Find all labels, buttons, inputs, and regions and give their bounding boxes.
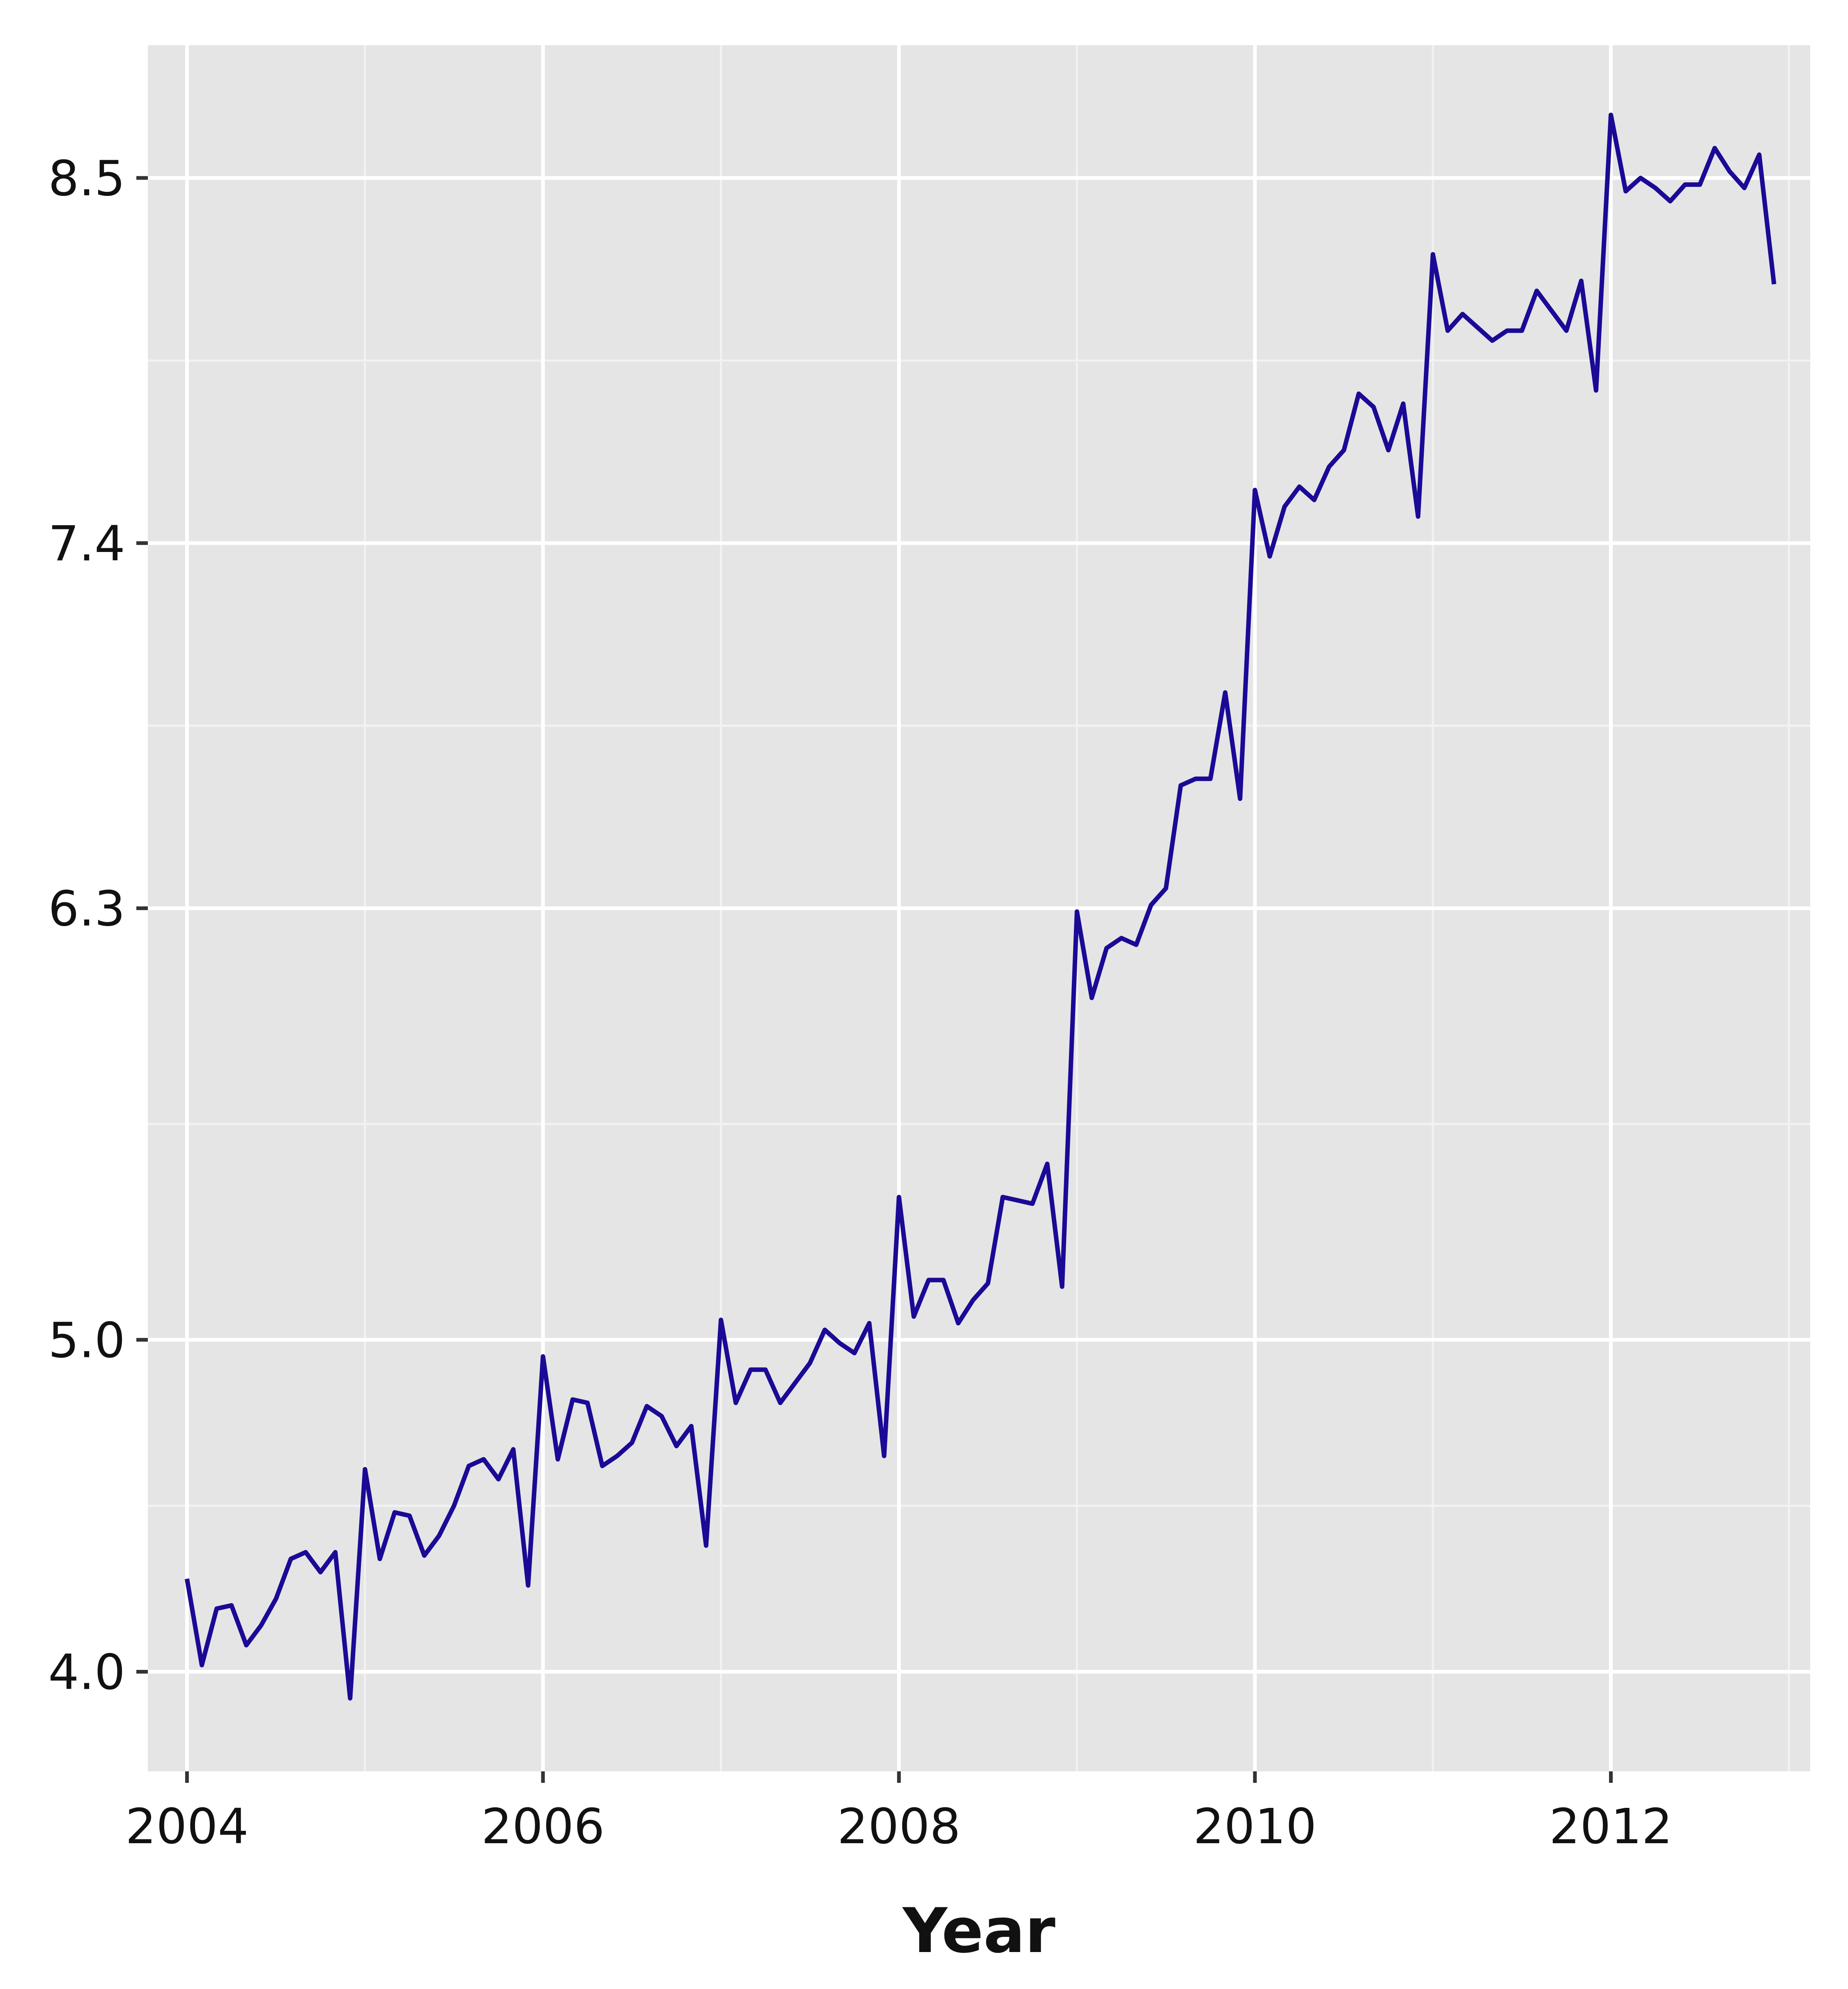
- x-tick-label: 2004: [125, 1798, 248, 1855]
- x-tick-label: 2006: [481, 1798, 605, 1855]
- axis-tick-labels: 2004 2006 2008 2010 2012 4.0 5.0 6.3 7.4 8.5: [48, 150, 1672, 1855]
- y-tick-label: 6.3: [48, 881, 125, 937]
- series-layer: [184, 113, 1777, 1701]
- x-tick-label: 2008: [837, 1798, 961, 1855]
- major-grid: [148, 45, 1810, 1771]
- x-axis-title: Year: [902, 1895, 1055, 1967]
- series-line: [184, 113, 1777, 1701]
- axis-ticks: [136, 176, 1613, 1783]
- y-tick-label: 8.5: [48, 150, 125, 207]
- y-tick-label: 5.0: [48, 1312, 125, 1368]
- y-tick-label: 7.4: [48, 515, 125, 572]
- x-tick-label: 2010: [1193, 1798, 1317, 1855]
- y-tick-label: 4.0: [48, 1644, 125, 1701]
- x-tick-label: 2012: [1549, 1798, 1672, 1855]
